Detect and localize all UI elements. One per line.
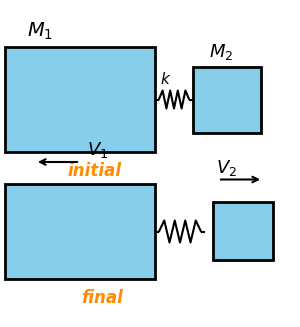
- Text: $k$: $k$: [160, 72, 171, 88]
- FancyBboxPatch shape: [213, 201, 273, 260]
- Text: initial: initial: [68, 162, 122, 180]
- Text: $V_2$: $V_2$: [216, 158, 237, 178]
- Text: final: final: [82, 289, 123, 307]
- FancyBboxPatch shape: [5, 47, 155, 152]
- Text: $M_2$: $M_2$: [209, 42, 233, 61]
- FancyBboxPatch shape: [5, 184, 155, 279]
- Text: $V_1$: $V_1$: [87, 140, 108, 160]
- Text: $M_1$: $M_1$: [27, 21, 53, 42]
- FancyBboxPatch shape: [193, 66, 261, 132]
